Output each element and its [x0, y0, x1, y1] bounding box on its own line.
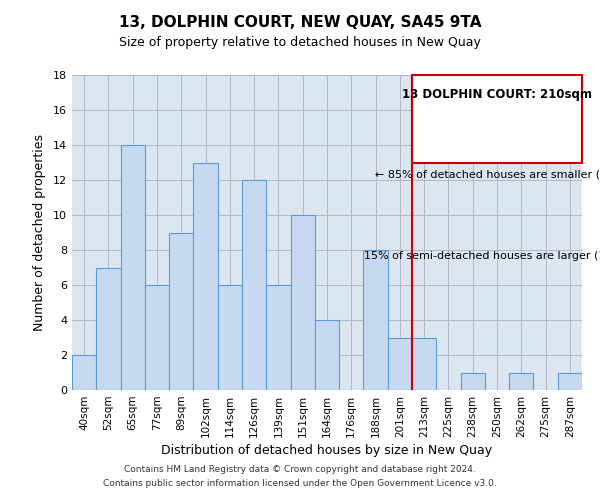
Bar	[290, 215, 315, 390]
Bar	[266, 285, 290, 390]
Text: Size of property relative to detached houses in New Quay: Size of property relative to detached ho…	[119, 36, 481, 49]
X-axis label: Distribution of detached houses by size in New Quay: Distribution of detached houses by size …	[161, 444, 493, 457]
Text: 15% of semi-detached houses are larger (16) →: 15% of semi-detached houses are larger (…	[364, 252, 600, 262]
Bar	[169, 232, 193, 390]
Y-axis label: Number of detached properties: Number of detached properties	[33, 134, 46, 331]
Bar	[121, 145, 145, 390]
Bar	[388, 338, 412, 390]
Text: ← 85% of detached houses are smaller (90): ← 85% of detached houses are smaller (90…	[375, 170, 600, 179]
Text: 13 DOLPHIN COURT: 210sqm: 13 DOLPHIN COURT: 210sqm	[402, 88, 592, 101]
Bar	[96, 268, 121, 390]
FancyBboxPatch shape	[412, 75, 582, 163]
Text: Contains HM Land Registry data © Crown copyright and database right 2024.
Contai: Contains HM Land Registry data © Crown c…	[103, 466, 497, 487]
Text: 13, DOLPHIN COURT, NEW QUAY, SA45 9TA: 13, DOLPHIN COURT, NEW QUAY, SA45 9TA	[119, 15, 481, 30]
Bar	[509, 372, 533, 390]
Bar	[558, 372, 582, 390]
Bar	[193, 162, 218, 390]
Bar	[412, 338, 436, 390]
Bar	[145, 285, 169, 390]
Bar	[242, 180, 266, 390]
Bar	[72, 355, 96, 390]
Bar	[218, 285, 242, 390]
Bar	[315, 320, 339, 390]
Bar	[461, 372, 485, 390]
Bar	[364, 250, 388, 390]
